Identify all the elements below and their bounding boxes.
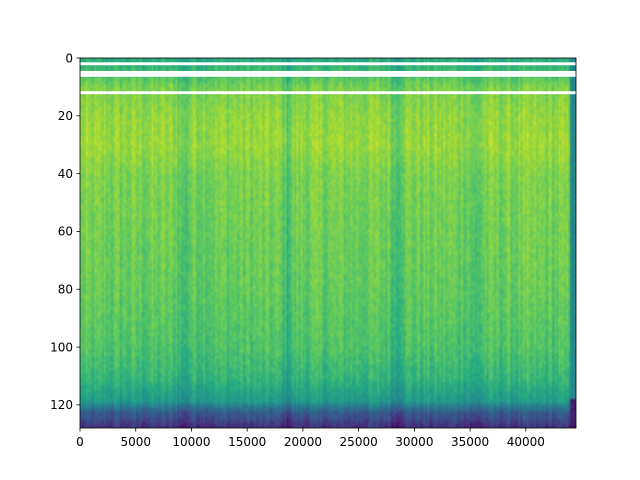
missing-row (80, 73, 576, 77)
missing-rows (80, 62, 576, 95)
x-tick-label: 25000 (340, 435, 378, 449)
missing-row (80, 62, 576, 66)
x-tick-label: 35000 (451, 435, 489, 449)
missing-row (80, 91, 576, 95)
missing-row (80, 71, 576, 74)
x-tick-label: 15000 (228, 435, 266, 449)
y-axis: 0 20 40 60 80 100 120 (50, 51, 80, 412)
y-tick-label: 20 (58, 109, 73, 123)
y-tick-label: 0 (65, 51, 73, 65)
x-tick-label: 5000 (120, 435, 151, 449)
x-tick-label: 10000 (172, 435, 210, 449)
x-tick-label: 0 (76, 435, 84, 449)
x-tick-label: 40000 (507, 435, 545, 449)
y-tick-label: 80 (58, 283, 73, 297)
heatmap-raster (80, 58, 576, 428)
y-tick-label: 40 (58, 167, 73, 181)
y-tick-label: 100 (50, 340, 73, 354)
y-tick-label: 120 (50, 398, 73, 412)
heatmap-image (80, 58, 576, 428)
axes-frame (79, 57, 577, 429)
y-tick-label: 60 (58, 225, 73, 239)
x-tick-label: 30000 (395, 435, 433, 449)
x-axis: 0 5000 10000 15000 20000 25000 30000 35000 40000 (76, 428, 545, 449)
x-tick-label: 20000 (284, 435, 322, 449)
plot-area (79, 57, 577, 429)
